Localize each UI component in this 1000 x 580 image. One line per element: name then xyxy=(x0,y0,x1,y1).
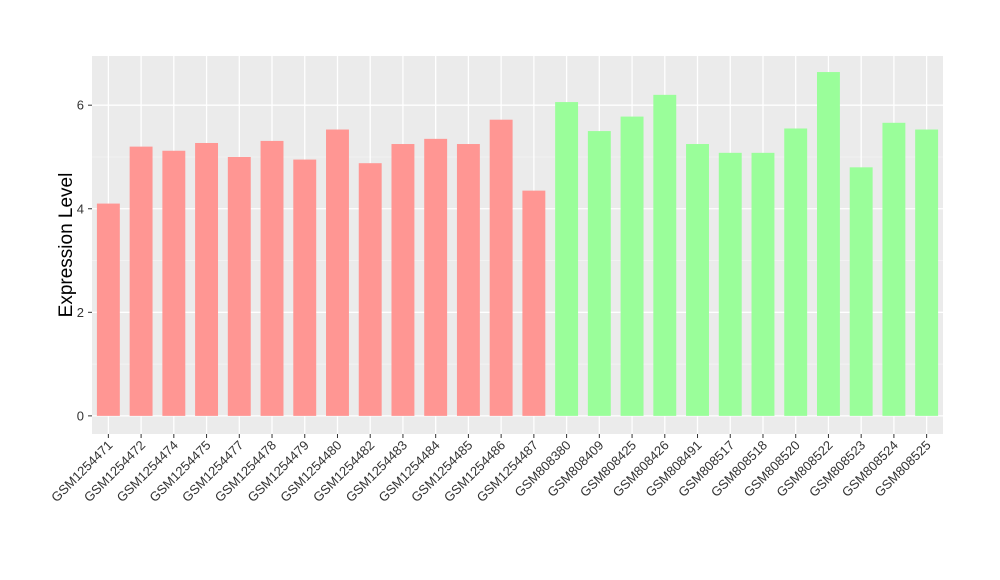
bar xyxy=(522,190,546,416)
bar xyxy=(195,142,219,416)
bar xyxy=(129,146,153,416)
y-tick-label: 6 xyxy=(77,98,84,113)
bar xyxy=(686,144,709,416)
bar xyxy=(653,94,677,416)
plot-panel xyxy=(92,56,943,434)
bar xyxy=(882,122,906,416)
bar xyxy=(293,159,317,416)
y-tick-label: 0 xyxy=(77,408,84,423)
bar xyxy=(424,138,448,416)
bar xyxy=(555,102,579,416)
bar xyxy=(96,203,120,416)
bars xyxy=(96,72,939,416)
bar xyxy=(915,129,939,416)
y-axis-title: Expression Level xyxy=(56,173,77,318)
bar xyxy=(326,129,349,416)
bar xyxy=(587,131,611,416)
y-tick-label: 2 xyxy=(77,305,84,320)
bar xyxy=(391,144,415,416)
bar xyxy=(784,128,808,416)
bar xyxy=(849,167,873,416)
bar xyxy=(162,150,186,416)
bar xyxy=(751,152,775,416)
bar xyxy=(816,72,840,416)
bar xyxy=(620,116,644,416)
bar xyxy=(718,152,742,416)
bar xyxy=(489,119,513,416)
bar xyxy=(227,156,251,416)
bar xyxy=(260,140,284,416)
y-tick-label: 4 xyxy=(77,201,84,216)
bar xyxy=(456,144,480,416)
bar xyxy=(358,163,382,416)
